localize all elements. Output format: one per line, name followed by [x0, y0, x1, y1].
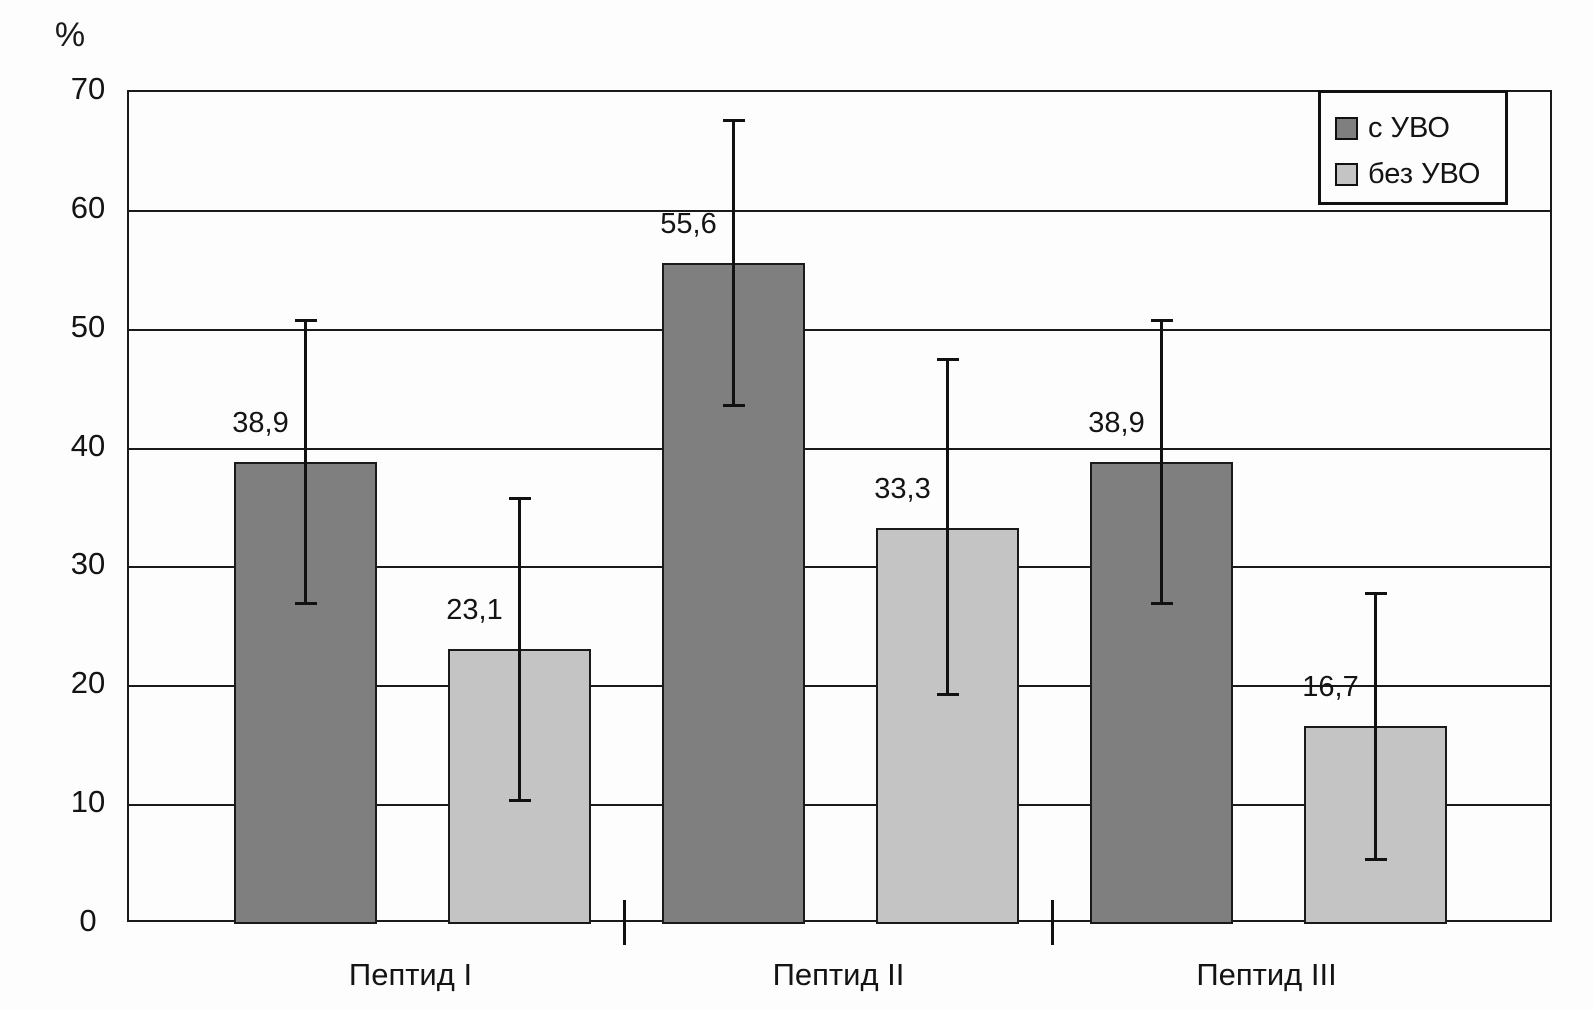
value-label: 33,3 — [874, 473, 931, 506]
y-tick-label-60: 60 — [70, 189, 106, 225]
x-category-label-3: Пептид III — [1196, 957, 1337, 992]
y-tick-label-70: 70 — [70, 71, 106, 106]
error-bar-line — [518, 498, 521, 801]
error-bar-cap-bottom — [294, 601, 317, 605]
y-axis-title: % — [54, 16, 86, 54]
y-tick-label-40: 40 — [70, 427, 106, 463]
y-tick-label-50: 50 — [70, 308, 106, 344]
gridline-50 — [129, 328, 1550, 331]
error-bar-line — [732, 120, 735, 406]
value-label: 38,9 — [1088, 406, 1145, 439]
error-bar-cap-bottom — [1364, 858, 1387, 862]
legend-item-light: без УВО — [1335, 151, 1505, 197]
group-separator-tick — [623, 900, 626, 945]
y-tick-label-30: 30 — [70, 546, 106, 582]
legend-swatch-light-icon — [1335, 162, 1358, 186]
error-bar-cap-top — [722, 119, 745, 123]
error-bar-cap-top — [1150, 318, 1173, 322]
bar-без УВО-Пептид II — [876, 528, 1019, 924]
value-label: 55,6 — [660, 208, 717, 241]
legend-label-dark: с УВО — [1368, 111, 1450, 144]
error-bar-line — [1374, 593, 1377, 860]
error-bar-line — [946, 359, 949, 695]
y-tick-label-0: 0 — [79, 903, 97, 938]
error-bar-cap-top — [1364, 592, 1387, 596]
value-label: 16,7 — [1302, 670, 1359, 703]
legend: с УВО без УВО — [1318, 90, 1508, 205]
gridline-20 — [129, 685, 1550, 688]
error-bar-line — [304, 320, 307, 604]
legend-label-light: без УВО — [1368, 157, 1481, 190]
plot-area: 38,9 23,1 55,6 33,3 38,9 16,7 — [127, 90, 1552, 924]
x-category-label-1: Пептид I — [348, 957, 473, 992]
error-bar-cap-bottom — [722, 404, 745, 408]
error-bar-cap-top — [294, 318, 317, 322]
legend-swatch-dark-icon — [1335, 116, 1358, 140]
gridline-10 — [129, 804, 1550, 807]
group-separator-tick — [1051, 900, 1054, 945]
error-bar-cap-top — [508, 496, 531, 500]
value-label: 23,1 — [446, 594, 503, 627]
x-category-label-2: Пептид II — [772, 957, 905, 992]
gridline-40 — [129, 447, 1550, 450]
error-bar-cap-bottom — [936, 693, 959, 697]
gridline-30 — [129, 566, 1550, 569]
error-bar-cap-top — [936, 357, 959, 361]
error-bar-cap-bottom — [508, 798, 531, 802]
error-bar-line — [1160, 320, 1163, 604]
y-tick-label-10: 10 — [70, 784, 106, 820]
value-label: 38,9 — [232, 406, 289, 439]
legend-item-dark: с УВО — [1335, 105, 1505, 151]
y-tick-label-20: 20 — [70, 665, 106, 701]
gridline-60 — [129, 209, 1550, 212]
error-bar-cap-bottom — [1150, 601, 1173, 605]
